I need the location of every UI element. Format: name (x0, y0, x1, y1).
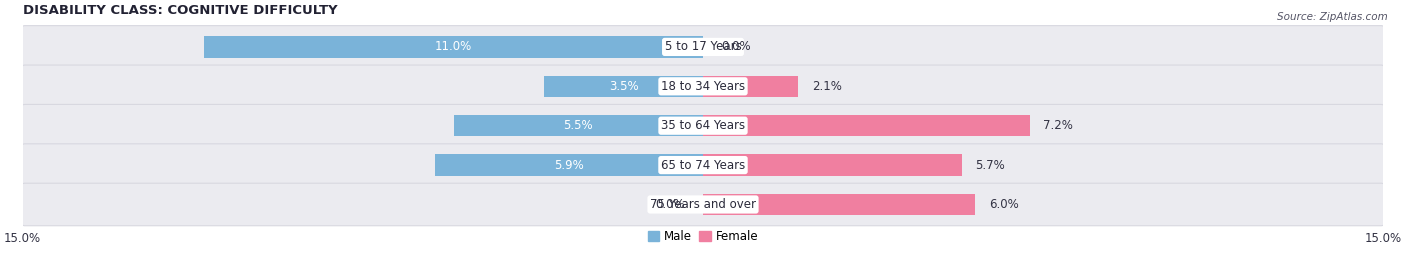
Bar (454, 115, 703, 136)
FancyBboxPatch shape (21, 26, 1385, 68)
Text: DISABILITY CLASS: COGNITIVE DIFFICULTY: DISABILITY CLASS: COGNITIVE DIFFICULTY (22, 4, 337, 17)
Text: Source: ZipAtlas.com: Source: ZipAtlas.com (1277, 12, 1388, 22)
Bar (436, 154, 703, 176)
Text: 5.5%: 5.5% (564, 119, 593, 132)
Text: 65 to 74 Years: 65 to 74 Years (661, 159, 745, 172)
Text: 6.0%: 6.0% (988, 198, 1018, 211)
Text: 5.7%: 5.7% (976, 159, 1005, 172)
Text: 18 to 34 Years: 18 to 34 Years (661, 80, 745, 93)
Text: 75 Years and over: 75 Years and over (650, 198, 756, 211)
Bar (204, 36, 703, 58)
Bar (703, 76, 799, 97)
FancyBboxPatch shape (21, 105, 1385, 147)
Text: 5 to 17 Years: 5 to 17 Years (665, 40, 741, 53)
FancyBboxPatch shape (21, 65, 1385, 107)
Bar (703, 194, 976, 215)
Text: 7.2%: 7.2% (1043, 119, 1073, 132)
Legend: Male, Female: Male, Female (643, 225, 763, 248)
FancyBboxPatch shape (21, 183, 1385, 226)
Text: 2.1%: 2.1% (811, 80, 842, 93)
Bar (703, 154, 962, 176)
Bar (703, 115, 1029, 136)
Text: 11.0%: 11.0% (434, 40, 472, 53)
Text: 0.0%: 0.0% (655, 198, 685, 211)
Text: 35 to 64 Years: 35 to 64 Years (661, 119, 745, 132)
FancyBboxPatch shape (21, 144, 1385, 186)
Text: 3.5%: 3.5% (609, 80, 638, 93)
Bar (544, 76, 703, 97)
Text: 5.9%: 5.9% (554, 159, 583, 172)
Text: 0.0%: 0.0% (721, 40, 751, 53)
